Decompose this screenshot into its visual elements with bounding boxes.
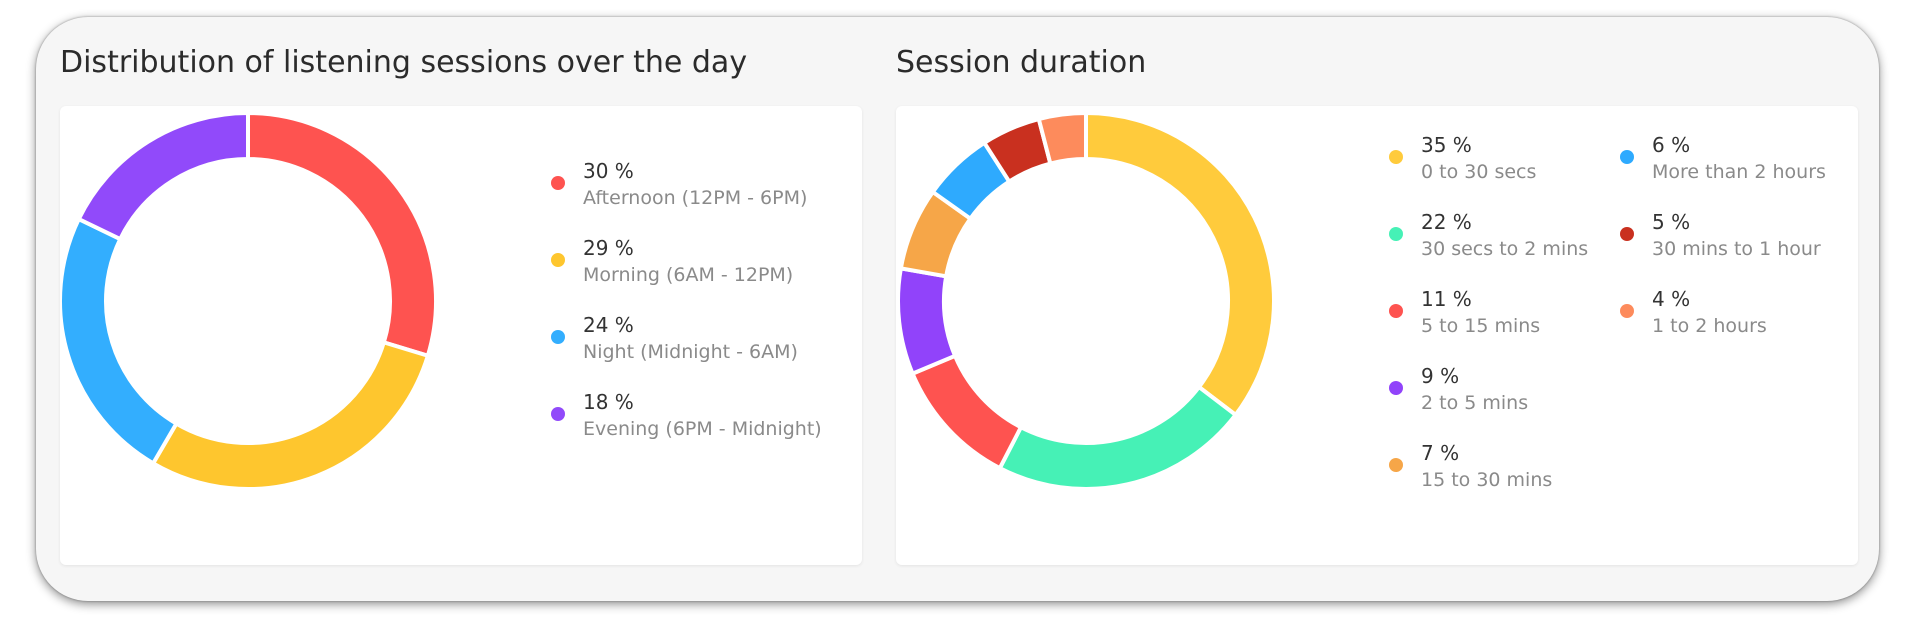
- legend-percent: 6 %: [1652, 133, 1691, 157]
- legend-label: 30 secs to 2 mins: [1421, 238, 1589, 260]
- legend-label: 1 to 2 hours: [1652, 315, 1767, 337]
- legend-label: More than 2 hours: [1652, 161, 1826, 183]
- legend-swatch: [551, 176, 565, 190]
- donut-slice-2-to-5-mins[interactable]: [896, 266, 958, 377]
- legend-percent: 7 %: [1421, 441, 1460, 465]
- legend-swatch: [551, 407, 565, 421]
- session-duration-donut: [896, 110, 1276, 491]
- legend-swatch: [1389, 150, 1403, 164]
- legend-percent: 30 %: [583, 159, 634, 183]
- legend-label: 30 mins to 1 hour: [1652, 238, 1821, 260]
- legend-percent: 11 %: [1421, 287, 1472, 311]
- legend-swatch: [1620, 304, 1634, 318]
- donut-slice-morning-6am-12pm[interactable]: [150, 339, 431, 491]
- legend-swatch: [1389, 304, 1403, 318]
- listening-distribution-card: 30 % Afternoon (12PM - 6PM) 29 % Morning (6…: [60, 106, 862, 565]
- legend-swatch: [1389, 227, 1403, 241]
- legend-label: 2 to 5 mins: [1421, 392, 1529, 414]
- donut-slice-evening-6pm-midnight[interactable]: [76, 110, 250, 242]
- donut-slice-afternoon-12pm-6pm[interactable]: [246, 110, 438, 359]
- legend-percent: 35 %: [1421, 133, 1472, 157]
- legend-label: Night (Midnight - 6AM): [583, 341, 798, 363]
- legend-label: Afternoon (12PM - 6PM): [583, 187, 808, 209]
- legend-percent: 5 %: [1652, 210, 1691, 234]
- session-duration-card: 35 % 0 to 30 secs 22 % 30 secs to 2 mins 11 …: [896, 106, 1858, 565]
- legend-swatch: [1620, 227, 1634, 241]
- donut-slice-0-to-30-secs[interactable]: [1084, 110, 1276, 418]
- legend-percent: 24 %: [583, 313, 634, 337]
- donut-slice-night-midnight-6am[interactable]: [60, 216, 180, 467]
- legend-label: Evening (6PM - Midnight): [583, 418, 822, 440]
- donut-slice-5-to-15-mins[interactable]: [909, 353, 1024, 471]
- legend-percent: 9 %: [1421, 364, 1460, 388]
- legend-swatch: [551, 330, 565, 344]
- dashboard-frame: Distribution of listening sessions over …: [36, 17, 1879, 601]
- legend-label: Morning (6AM - 12PM): [583, 264, 794, 286]
- session-duration-title: Session duration: [896, 45, 1147, 80]
- legend-swatch: [1389, 458, 1403, 472]
- legend-label: 5 to 15 mins: [1421, 315, 1541, 337]
- legend-swatch: [1620, 150, 1634, 164]
- legend-percent: 18 %: [583, 390, 634, 414]
- listening-distribution-title: Distribution of listening sessions over …: [60, 45, 748, 80]
- legend-percent: 22 %: [1421, 210, 1472, 234]
- donut-slice-1-to-2-hours[interactable]: [1036, 110, 1088, 166]
- legend-label: 0 to 30 secs: [1421, 161, 1537, 183]
- legend-label: 15 to 30 mins: [1421, 469, 1553, 491]
- legend-swatch: [1389, 381, 1403, 395]
- legend-percent: 4 %: [1652, 287, 1691, 311]
- listening-distribution-donut: [60, 110, 438, 491]
- donut-slice-30-secs-to-2-mins[interactable]: [997, 384, 1239, 491]
- legend-percent: 29 %: [583, 236, 634, 260]
- legend-swatch: [551, 253, 565, 267]
